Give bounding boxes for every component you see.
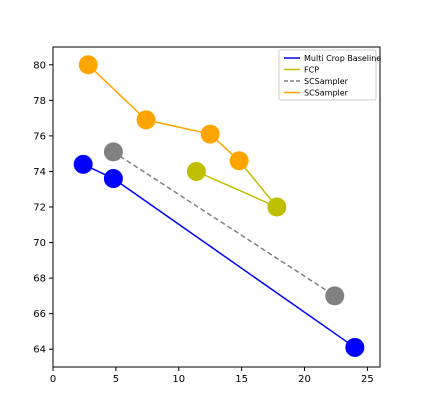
series-3-point <box>200 124 220 144</box>
y-axis: 64 66 68 70 72 74 76 78 80 <box>33 60 53 356</box>
series-2-point <box>325 286 345 306</box>
legend-entry-label: Multi Crop Baseline <box>304 54 381 63</box>
series-0-point <box>345 337 365 357</box>
x-tick-label: 5 <box>113 374 119 385</box>
x-tick-label: 0 <box>50 374 56 385</box>
y-tick-label: 64 <box>33 345 46 356</box>
y-tick-label: 74 <box>33 167 46 178</box>
y-tick-label: 78 <box>33 96 46 107</box>
legend-box <box>278 49 377 101</box>
series-2-point <box>103 142 123 162</box>
series-3-point <box>136 110 156 130</box>
y-tick-label: 80 <box>33 60 46 71</box>
series-0-point <box>73 154 93 174</box>
series-3-point <box>78 55 98 75</box>
y-tick-label: 76 <box>33 131 46 142</box>
series-points <box>73 55 365 357</box>
series-0-point <box>103 169 123 189</box>
connector-line-0 <box>238 160 278 208</box>
x-axis: 0 5 10 15 20 25 <box>50 367 374 385</box>
legend-entry-label: SCSampler <box>304 77 349 86</box>
series-3-point <box>229 151 249 171</box>
series-line-2 <box>112 151 336 297</box>
y-tick-label: 68 <box>33 274 46 285</box>
series-1-point <box>186 161 206 181</box>
legend-entry-label: SCSampler <box>304 89 349 98</box>
x-tick-label: 20 <box>298 374 311 385</box>
y-tick-label: 66 <box>33 309 46 320</box>
series-line-3 <box>87 64 240 162</box>
legend: Multi Crop Baseline FCP SCSampler SCSampler <box>278 49 381 101</box>
y-tick-label: 70 <box>33 238 46 249</box>
legend-entry-label: FCP <box>304 66 319 75</box>
series-1-point <box>267 197 287 217</box>
x-tick-label: 10 <box>172 374 185 385</box>
x-tick-label: 15 <box>235 374 248 385</box>
series-line-1 <box>196 170 278 208</box>
x-tick-label: 25 <box>361 374 374 385</box>
y-tick-label: 72 <box>33 203 46 214</box>
